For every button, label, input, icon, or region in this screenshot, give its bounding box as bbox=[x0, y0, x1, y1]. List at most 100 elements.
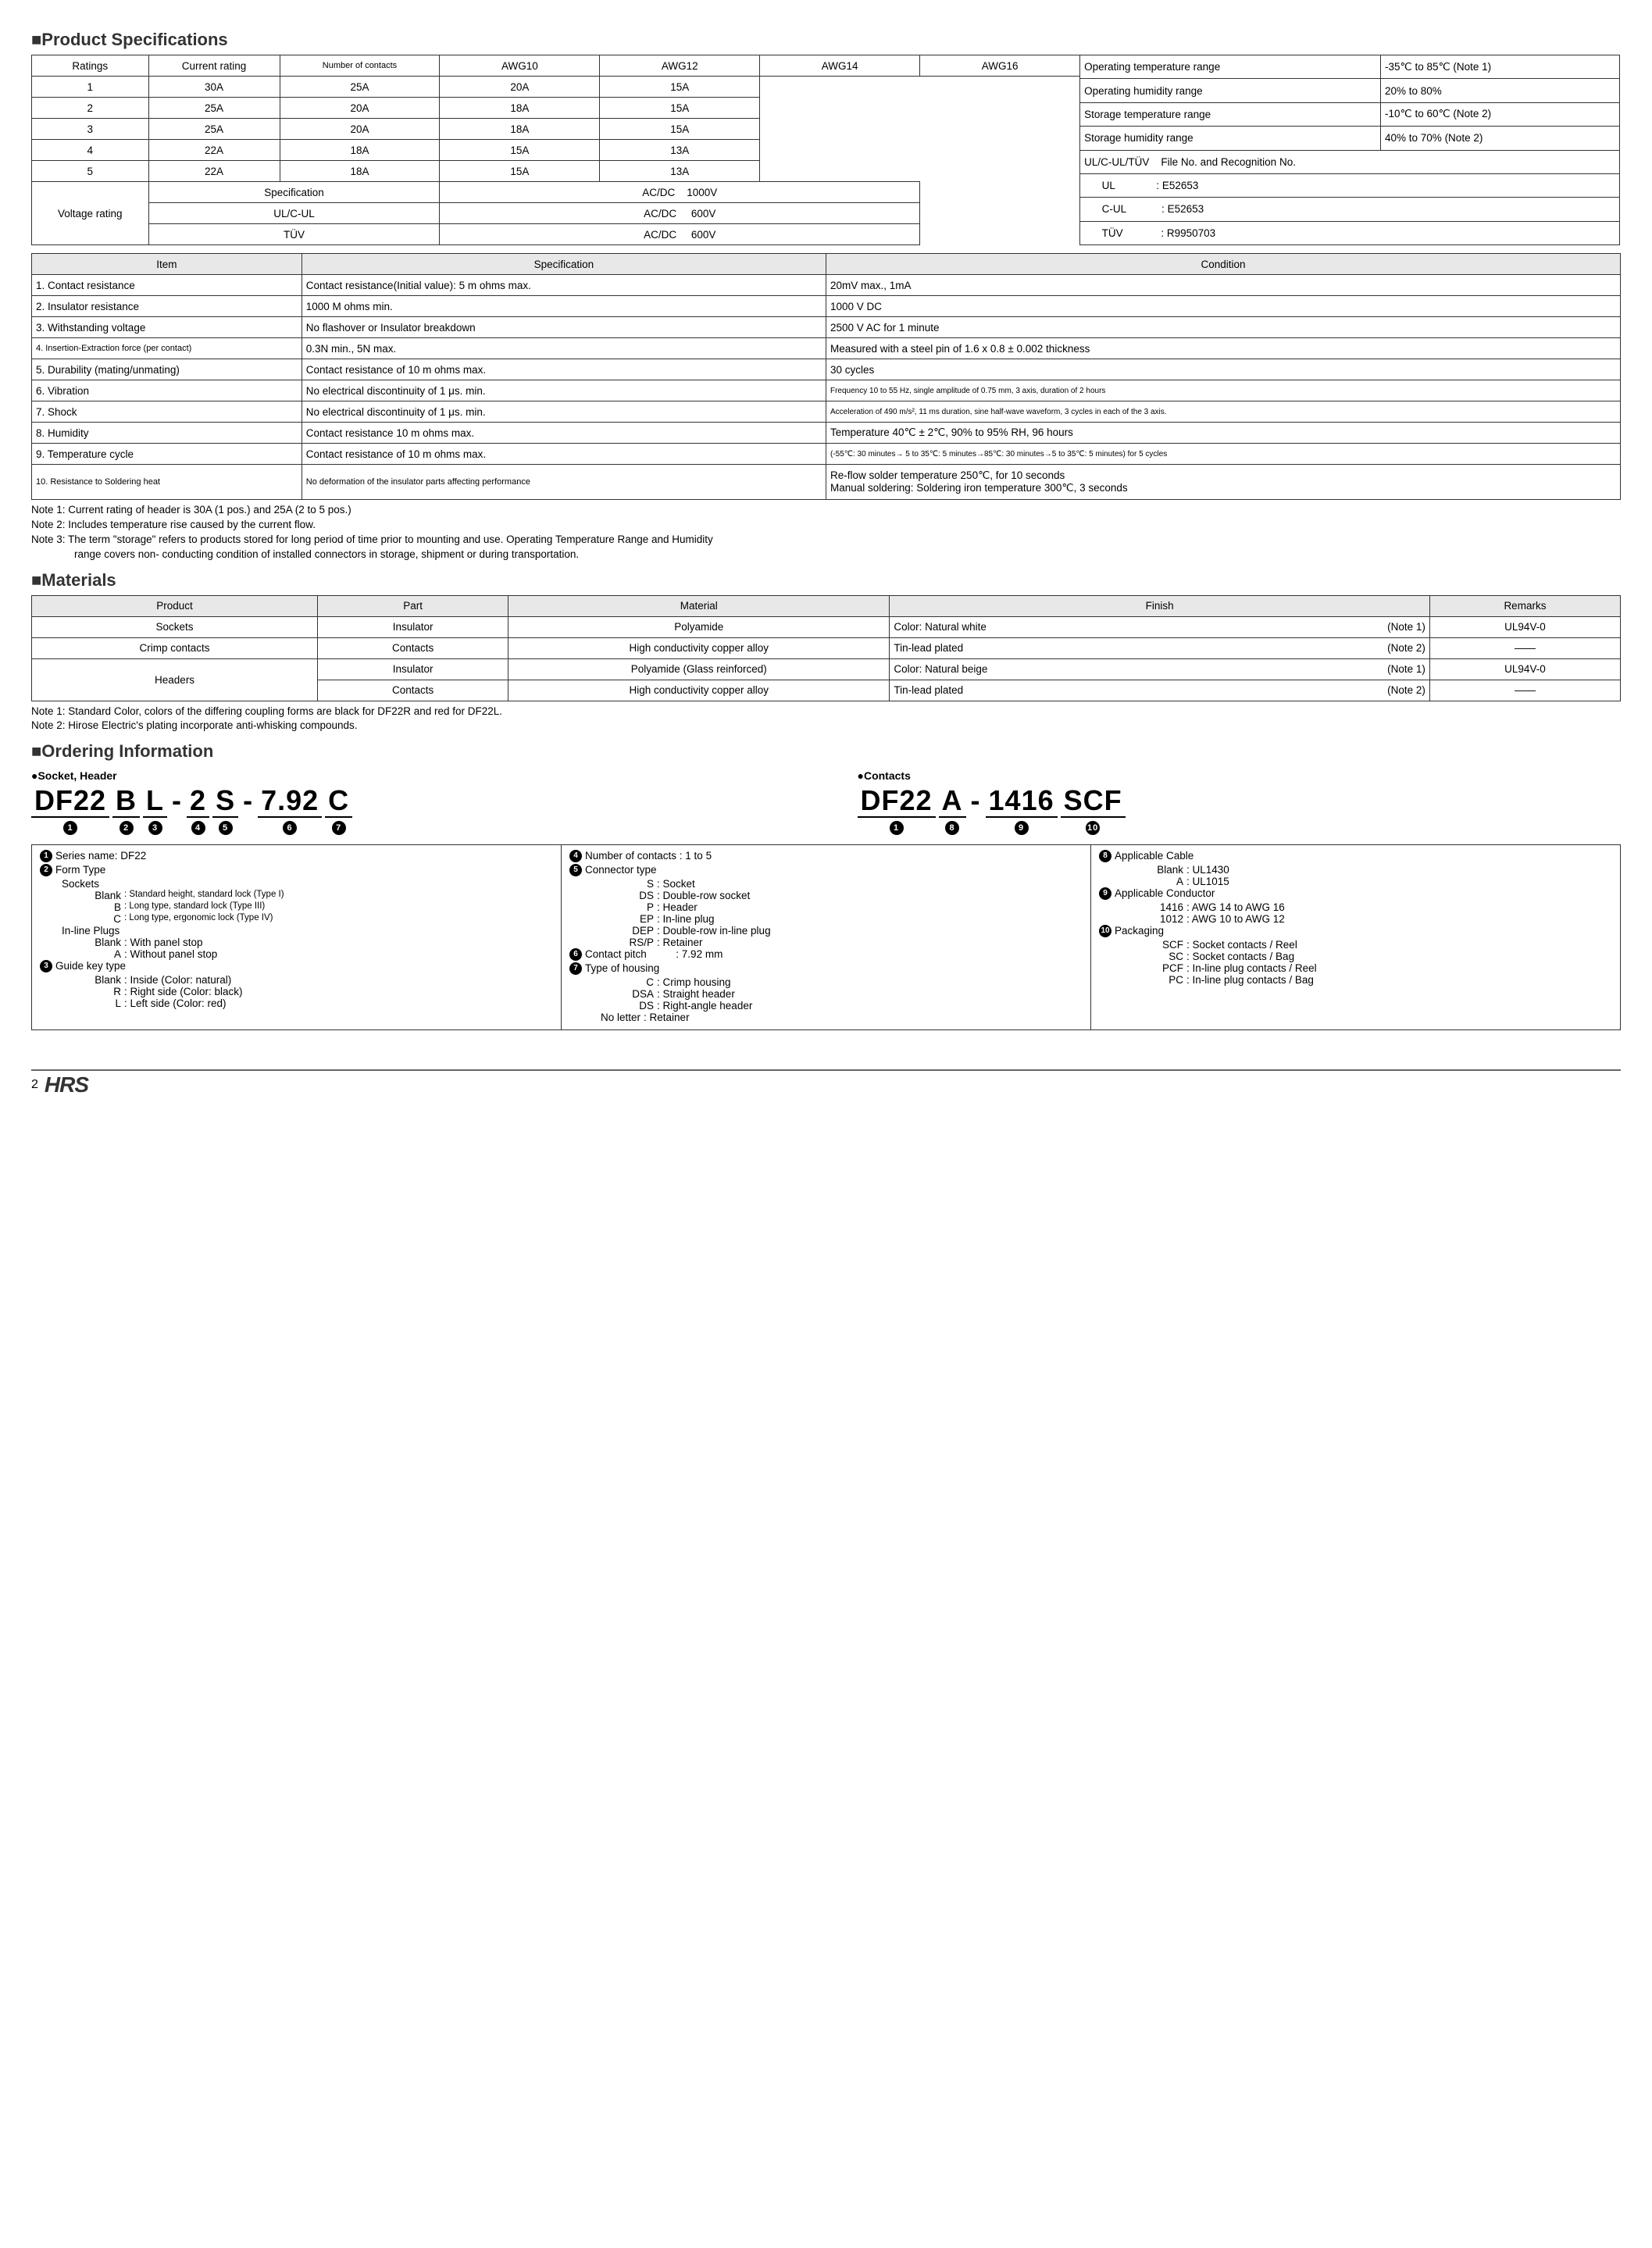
part-text: B bbox=[112, 785, 140, 818]
table-cell: 25A bbox=[148, 119, 280, 140]
table-cell: 1000 M ohms min. bbox=[301, 296, 826, 317]
ord-desc: : Header bbox=[657, 901, 698, 913]
section-title-ordering: ■Ordering Information bbox=[31, 741, 1621, 762]
table-cell: Acceleration of 490 m/s², 11 ms duration… bbox=[826, 401, 1620, 423]
ord-desc: : Standard height, standard lock (Type I… bbox=[124, 890, 284, 901]
ord-label: Applicable Conductor bbox=[1115, 887, 1215, 899]
part-group: A8 bbox=[939, 785, 966, 835]
ord-item-head: 7Type of housing bbox=[569, 962, 1083, 975]
table-cell: Storage humidity range bbox=[1080, 127, 1381, 150]
table-cell: Polyamide (Glass reinforced) bbox=[508, 658, 890, 680]
circle-num-icon: 7 bbox=[569, 962, 582, 975]
ord-desc: : Socket contacts / Reel bbox=[1186, 939, 1297, 951]
ord-item-head: 10Packaging bbox=[1099, 925, 1612, 937]
ord-desc: : Crimp housing bbox=[657, 976, 731, 988]
ord-code: Blank bbox=[77, 974, 124, 986]
ordering-part1: DF221B2L3-24S5-7.926C7 bbox=[31, 785, 795, 835]
part-group: 7.92 6 bbox=[258, 785, 322, 835]
table-cell: Sockets bbox=[32, 616, 318, 637]
ord-desc: : AWG 14 to AWG 16 bbox=[1186, 901, 1285, 913]
ord-sub: Blank: Standard height, standard lock (T… bbox=[40, 890, 553, 901]
table-cell: Re-flow solder temperature 250℃, for 10 … bbox=[826, 465, 1620, 500]
part-group: B2 bbox=[112, 785, 140, 835]
table-cell: 30 cycles bbox=[826, 359, 1620, 380]
part-text: 7.92 bbox=[258, 785, 322, 818]
ord-item-head: 4Number of contacts : 1 to 5 bbox=[569, 850, 1083, 862]
ord-item-head: 6Contact pitch : 7.92 mm bbox=[569, 948, 1083, 961]
part-num-icon: 7 bbox=[332, 821, 346, 835]
dash: - bbox=[969, 785, 983, 816]
table-cell: Crimp contacts bbox=[32, 637, 318, 658]
ord-item-head: 2Form Type bbox=[40, 864, 553, 876]
ord-item-head: 1Series name: DF22 bbox=[40, 850, 553, 862]
ord-desc: : Double-row in-line plug bbox=[657, 925, 771, 937]
ord-sub: DEP: Double-row in-line plug bbox=[569, 925, 1083, 937]
part-text: C bbox=[325, 785, 352, 818]
table-cell: Contacts bbox=[318, 680, 508, 701]
table-cell: 20mV max., 1mA bbox=[826, 275, 1620, 296]
ord-desc: : Retainer bbox=[657, 937, 703, 948]
table-cell: 22A bbox=[148, 140, 280, 161]
table-cell: Operating temperature range bbox=[1080, 55, 1381, 79]
ord-code: RS/P bbox=[616, 937, 657, 948]
th: AWG16 bbox=[920, 55, 1080, 77]
ord-sub: 1012: AWG 10 to AWG 12 bbox=[1099, 913, 1612, 925]
th: AWG14 bbox=[760, 55, 920, 77]
ord-code: No letter bbox=[601, 1012, 644, 1023]
table-cell: Insulator bbox=[318, 658, 508, 680]
ord-item-head: 8Applicable Cable bbox=[1099, 850, 1612, 862]
ord-desc: : Long type, standard lock (Type III) bbox=[124, 901, 265, 913]
table-cell: 20% to 80% bbox=[1381, 79, 1620, 102]
part-num-icon: 5 bbox=[219, 821, 233, 835]
part-num-icon: 4 bbox=[191, 821, 205, 835]
part-text: L bbox=[143, 785, 167, 818]
table-cell: UL/C-UL bbox=[148, 203, 440, 224]
table-cell: 15A bbox=[600, 119, 760, 140]
table-cell: 22A bbox=[148, 161, 280, 182]
table-cell: Headers bbox=[32, 658, 318, 701]
th: Finish bbox=[890, 595, 1430, 616]
part-text: A bbox=[939, 785, 966, 818]
table-cell: 25A bbox=[280, 77, 440, 98]
table-cell: 30A bbox=[148, 77, 280, 98]
th-item: Item bbox=[32, 254, 302, 275]
table-cell: (Note 1) bbox=[1261, 658, 1429, 680]
ord-code: Blank bbox=[77, 890, 124, 901]
ord-code: A bbox=[1146, 876, 1186, 887]
ord-sub: RS/P: Retainer bbox=[569, 937, 1083, 948]
ord-sub: S: Socket bbox=[569, 878, 1083, 890]
materials-table: Product Part Material Finish Remarks Soc… bbox=[31, 595, 1621, 701]
table-cell: Contacts bbox=[318, 637, 508, 658]
cert-header: UL/C-UL/TÜV File No. and Recognition No. bbox=[1080, 150, 1620, 173]
ord-desc: : Socket bbox=[657, 878, 695, 890]
table-cell: High conductivity copper alloy bbox=[508, 637, 890, 658]
ord-label: Contact pitch : 7.92 mm bbox=[585, 948, 723, 960]
ord-sub: B: Long type, standard lock (Type III) bbox=[40, 901, 553, 913]
table-cell: No flashover or Insulator breakdown bbox=[301, 317, 826, 338]
table-cell: 6. Vibration bbox=[32, 380, 302, 401]
table-cell: Contact resistance of 10 m ohms max. bbox=[301, 444, 826, 465]
th: AWG10 bbox=[440, 55, 600, 77]
ord-code: A bbox=[77, 948, 124, 960]
ord-code: B bbox=[77, 901, 124, 913]
ord-desc: : Right side (Color: black) bbox=[124, 986, 243, 997]
table-cell: 18A bbox=[280, 140, 440, 161]
ratings-block: Ratings Current rating Number of contact… bbox=[31, 55, 1621, 245]
ord-sub: A: Without panel stop bbox=[40, 948, 553, 960]
table-cell: AC/DC 600V bbox=[440, 203, 920, 224]
ord-sub: DSA: Straight header bbox=[569, 988, 1083, 1000]
table-cell: 20A bbox=[280, 98, 440, 119]
spec-table: Item Specification Condition 1. Contact … bbox=[31, 253, 1621, 500]
table-cell: 2 bbox=[32, 98, 149, 119]
part-group: 24 bbox=[187, 785, 209, 835]
table-cell: 15A bbox=[440, 140, 600, 161]
table-cell: AC/DC 1000V bbox=[440, 182, 920, 203]
ordering-legend: 1Series name: DF222Form TypeSocketsBlank… bbox=[31, 844, 1621, 1030]
ord-sub: P: Header bbox=[569, 901, 1083, 913]
ord-code: L bbox=[77, 997, 124, 1009]
ord-desc: : Without panel stop bbox=[124, 948, 217, 960]
table-cell: 3 bbox=[32, 119, 149, 140]
table-cell: UL : E52653 bbox=[1080, 173, 1620, 197]
circle-num-icon: 6 bbox=[569, 948, 582, 961]
part-num-icon: 6 bbox=[283, 821, 297, 835]
